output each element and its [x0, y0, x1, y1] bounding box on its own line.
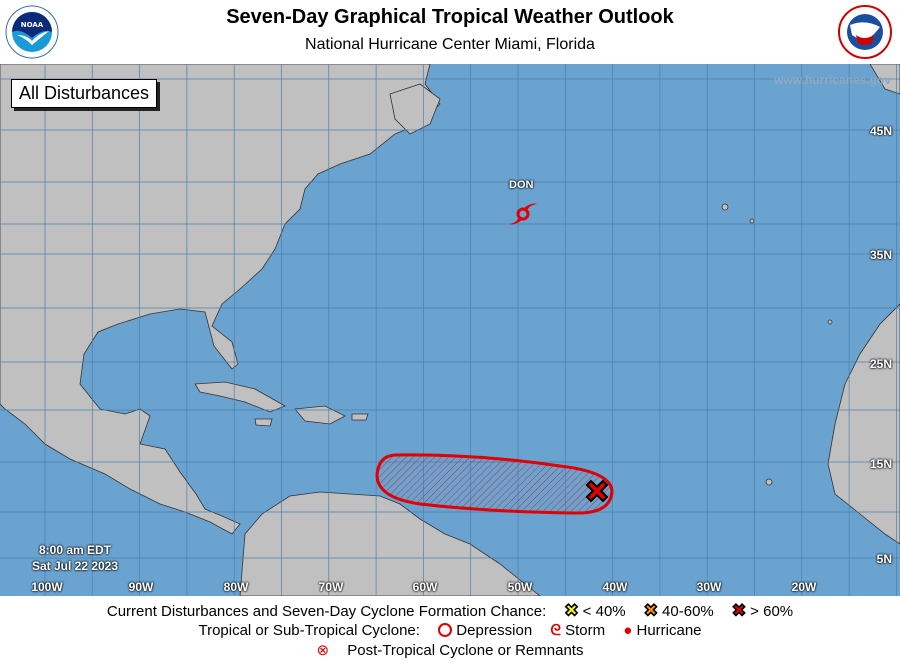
lon-label: 50W [507, 580, 533, 594]
lat-label: 25N [869, 357, 892, 371]
lat-label: 5N [876, 552, 892, 566]
page-subtitle: National Hurricane Center Miami, Florida [305, 36, 595, 53]
puerto-rico [351, 413, 369, 421]
yellow-x-icon: ✖ [564, 601, 579, 621]
legend-cyclone-label: Tropical or Sub-Tropical Cyclone: [198, 621, 420, 639]
lat-label: 35N [869, 248, 892, 262]
legend-formation-row: Current Disturbances and Seven-Day Cyclo… [0, 601, 900, 621]
lon-label: 20W [791, 580, 817, 594]
legend-high: > 60% [750, 602, 794, 620]
disturbance-marker-red-x-icon[interactable] [585, 479, 609, 503]
red-x-icon: ✖ [731, 601, 747, 621]
svg-text:NOAA: NOAA [21, 21, 44, 29]
noaa-logo-icon: NOAA [5, 5, 59, 59]
hurricane-icon: ● [623, 621, 633, 639]
jamaica [254, 418, 273, 427]
lon-label: 60W [412, 580, 438, 594]
legend-cyclone-row: Tropical or Sub-Tropical Cyclone: Depres… [0, 621, 900, 639]
legend-formation-label: Current Disturbances and Seven-Day Cyclo… [106, 602, 547, 620]
lon-label: 80W [223, 580, 249, 594]
storm-name-label: DON [509, 179, 534, 191]
lat-label: 15N [869, 457, 892, 471]
lon-label: 40W [602, 580, 628, 594]
depression-icon [438, 623, 453, 638]
legend-post-tropical-row: ⊗ Post-Tropical Cyclone or Remnants [0, 641, 900, 660]
disturbance-area[interactable] [375, 453, 614, 515]
legend-medium: 40-60% [662, 602, 714, 620]
legend-post-tropical: Post-Tropical Cyclone or Remnants [347, 641, 584, 659]
newfoundland [389, 83, 441, 135]
post-tropical-icon: ⊗ [316, 642, 330, 660]
nws-logo-icon [838, 5, 892, 59]
tropical-storm-icon[interactable] [509, 203, 537, 225]
lon-label: 70W [318, 580, 344, 594]
issued-date: Sat Jul 22 2023 [31, 559, 119, 573]
africa [827, 303, 900, 545]
legend-depression: Depression [456, 621, 533, 639]
hispaniola [294, 405, 346, 425]
page-title: Seven-Day Graphical Tropical Weather Out… [226, 6, 674, 28]
legend-low: < 40% [582, 602, 626, 620]
outlook-map[interactable] [0, 64, 900, 596]
south-america [239, 491, 541, 596]
lat-lon-grid [0, 64, 900, 596]
cuba [194, 381, 286, 413]
lon-label: 30W [696, 580, 722, 594]
storm-icon: ᘓ [550, 621, 561, 639]
lon-label: 90W [128, 580, 154, 594]
north-america [0, 64, 441, 535]
panel-label: All Disturbances [11, 79, 158, 108]
legend-storm: Storm [565, 621, 606, 639]
website-label[interactable]: www.hurricanes.gov [774, 73, 891, 87]
legend-hurricane: Hurricane [636, 621, 702, 639]
lat-label: 45N [869, 124, 892, 138]
orange-x-icon: ✖ [643, 601, 659, 621]
lon-label: 100W [31, 580, 63, 594]
land [0, 64, 900, 596]
issued-time: 8:00 am EDT [38, 543, 112, 557]
